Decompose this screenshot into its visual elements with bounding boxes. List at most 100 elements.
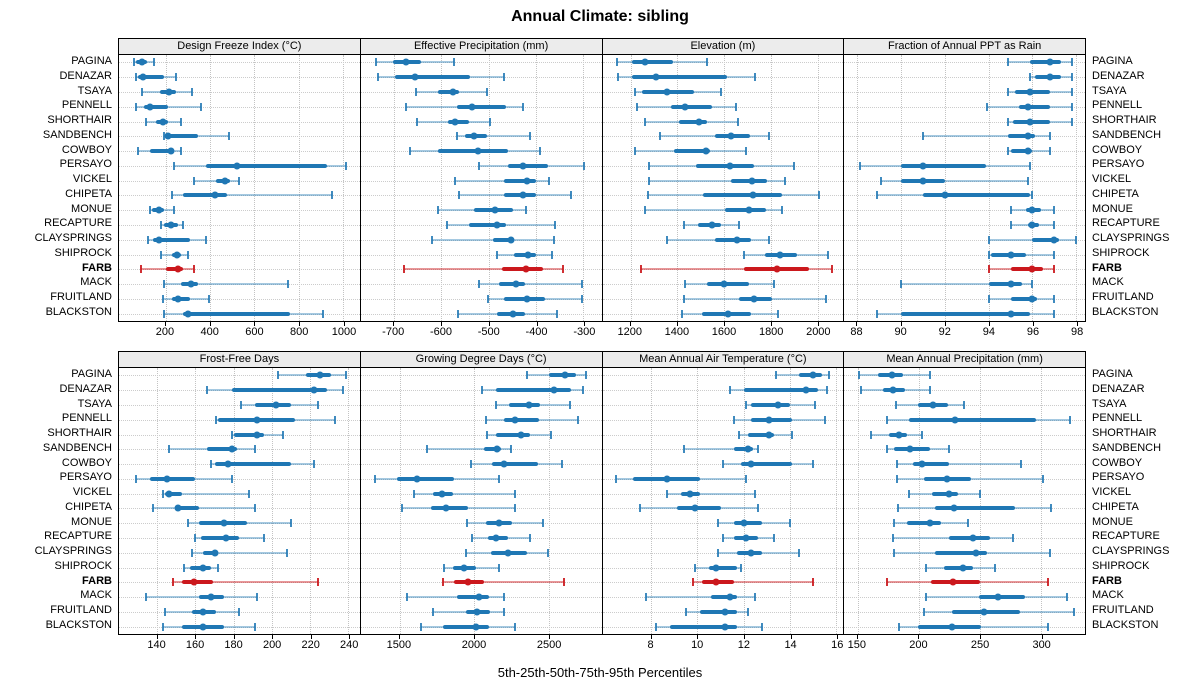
site-label-blackston: BLACKSTON <box>45 306 112 319</box>
iqr-bar-25-75 <box>395 75 471 80</box>
site-label-claysprings: CLAYSPRINGS <box>34 545 112 558</box>
median-dot-vickel <box>523 177 531 185</box>
range-cap-95th <box>1029 161 1032 170</box>
axis-tick-label: 2000 <box>461 639 487 651</box>
axis-tick-mark <box>988 322 990 326</box>
site-label-claysprings: CLAYSPRINGS <box>1092 545 1170 558</box>
range-cap-95th <box>502 73 505 82</box>
strip-effective-precipitation-mm: Effective Precipitation (mm) <box>359 38 603 54</box>
iqr-bar-25-75 <box>468 222 507 227</box>
gridline-horizontal <box>844 62 1085 64</box>
percentile-range-5-95 <box>414 492 516 495</box>
range-cap-5th <box>645 593 648 602</box>
range-cap-95th <box>550 250 553 259</box>
site-label-blackston: BLACKSTON <box>1092 306 1159 319</box>
iqr-bar-25-75 <box>901 311 1031 316</box>
gridline-horizontal <box>119 375 360 377</box>
iqr-bar-25-75 <box>233 432 265 437</box>
iqr-bar-25-75 <box>1019 104 1050 109</box>
percentile-range-5-95 <box>457 135 530 138</box>
site-label-mack: MACK <box>1092 276 1124 289</box>
site-label-shorthair: SHORTHAIR <box>47 114 112 127</box>
axis-tick-mark <box>440 322 442 326</box>
iqr-bar-25-75 <box>183 193 227 198</box>
site-label-sandbench: SANDBENCH <box>42 441 112 454</box>
range-cap-95th <box>745 147 748 156</box>
iqr-bar-25-75 <box>149 476 196 481</box>
gridline-vertical <box>399 368 401 634</box>
panel-mean-annual-air-temperature-c <box>601 367 845 635</box>
gridline-horizontal <box>360 508 602 510</box>
range-cap-5th <box>1009 220 1012 229</box>
iqr-bar-25-75 <box>901 163 987 168</box>
iqr-bar-25-75 <box>182 580 213 585</box>
median-dot-pennell <box>511 416 519 424</box>
site-labels-left: PAGINA DENAZAR TSAYA PENNELL SHORTHAIR SANDBE… <box>2 351 118 633</box>
site-label-monue: MONUE <box>1092 515 1133 528</box>
gridline-horizontal <box>119 210 360 212</box>
median-dot-vickel <box>221 177 229 185</box>
iqr-bar-25-75 <box>734 447 753 452</box>
panel-elevation-m <box>601 54 845 322</box>
axis-tick-label: 2000 <box>806 326 831 338</box>
range-cap-5th <box>205 386 208 395</box>
axis-tick-mark <box>1041 635 1043 639</box>
median-dot-recapture <box>222 534 230 542</box>
range-cap-5th <box>442 563 445 572</box>
iqr-bar-25-75 <box>203 550 217 555</box>
range-cap-95th <box>1070 87 1073 96</box>
axis-mean-annual-precipitation-mm: 150 200 250 300 <box>843 635 1086 655</box>
axis-tick-label: 10 <box>691 639 704 651</box>
range-cap-95th <box>1070 102 1073 111</box>
range-cap-95th <box>286 548 289 557</box>
median-dot-claysprings <box>504 549 512 557</box>
axis-tick-label: 1200 <box>617 326 643 338</box>
gridline-vertical <box>474 368 476 634</box>
range-cap-5th <box>454 176 457 185</box>
range-cap-95th <box>345 371 348 380</box>
iqr-bar-25-75 <box>164 491 183 496</box>
iqr-bar-25-75 <box>743 388 818 393</box>
range-cap-95th <box>1053 250 1056 259</box>
axis-tick-label: 150 <box>847 639 866 651</box>
range-cap-5th <box>464 548 467 557</box>
range-cap-5th <box>638 504 641 513</box>
range-cap-5th <box>636 102 639 111</box>
iqr-bar-25-75 <box>176 506 200 511</box>
range-cap-5th <box>742 250 745 259</box>
gridline-horizontal <box>119 239 360 241</box>
range-cap-5th <box>886 415 889 424</box>
median-dot-claysprings <box>211 549 219 557</box>
median-dot-sandbench <box>906 445 914 453</box>
gridline-horizontal <box>360 180 602 182</box>
range-cap-5th <box>643 117 646 126</box>
median-dot-persayo <box>519 162 527 170</box>
median-dot-cowboy <box>747 460 755 468</box>
gridline-horizontal <box>119 626 360 628</box>
gridline-horizontal <box>119 567 360 569</box>
median-dot-sandbench <box>164 132 172 140</box>
site-label-denazar: DENAZAR <box>59 382 112 395</box>
range-cap-95th <box>341 386 344 395</box>
median-dot-shiprock <box>524 251 532 258</box>
range-cap-5th <box>413 489 416 498</box>
site-label-sandbench: SANDBENCH <box>1092 128 1162 141</box>
percentile-range-5-95 <box>403 268 563 271</box>
axis-tick-mark <box>1033 322 1035 326</box>
range-cap-5th <box>987 294 990 303</box>
median-dot-sandbench <box>470 132 478 140</box>
median-dot-shorthair <box>451 118 459 125</box>
gridline-vertical <box>988 55 990 321</box>
median-dot-fruitland <box>1028 295 1036 303</box>
gridline-horizontal <box>360 464 602 466</box>
range-cap-95th <box>583 161 586 170</box>
panel-mean-annual-precipitation-mm <box>843 367 1086 635</box>
site-label-mack: MACK <box>80 589 112 602</box>
median-dot-tsaya <box>1026 88 1034 96</box>
range-cap-5th <box>374 474 377 483</box>
range-cap-5th <box>406 593 409 602</box>
axis-tick-mark <box>473 635 475 639</box>
median-dot-pennell <box>468 103 476 111</box>
range-cap-5th <box>684 280 687 289</box>
gridline-horizontal <box>360 313 602 315</box>
